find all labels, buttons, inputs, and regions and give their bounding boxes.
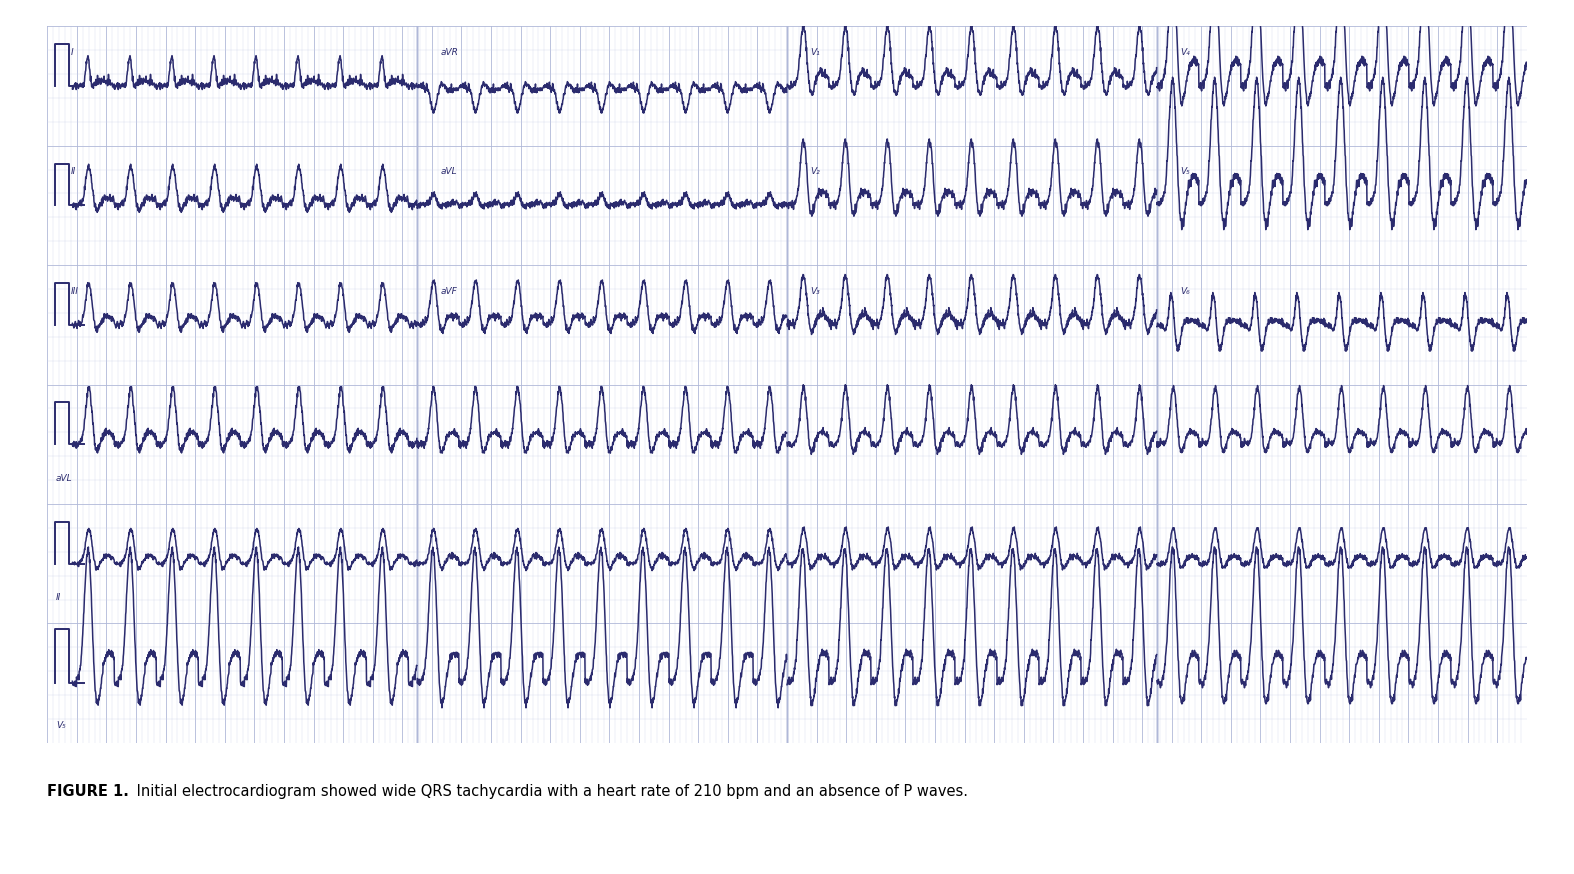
- Text: I: I: [71, 48, 74, 57]
- Text: V₅: V₅: [57, 721, 66, 730]
- Text: II: II: [57, 593, 61, 602]
- Text: V₃: V₃: [811, 287, 820, 296]
- Text: aVL: aVL: [441, 168, 458, 177]
- Text: FIGURE 1.: FIGURE 1.: [47, 784, 129, 799]
- Text: II: II: [71, 168, 76, 177]
- Text: V₄: V₄: [1180, 48, 1190, 57]
- Text: aVL: aVL: [57, 474, 72, 482]
- Text: aVR: aVR: [441, 48, 458, 57]
- Text: Initial electrocardiogram showed wide QRS tachycardia with a heart rate of 210 b: Initial electrocardiogram showed wide QR…: [132, 784, 968, 799]
- Text: aVF: aVF: [441, 287, 458, 296]
- Text: V₁: V₁: [811, 48, 820, 57]
- Text: III: III: [71, 287, 79, 296]
- Text: V₆: V₆: [1180, 287, 1190, 296]
- Text: V₅: V₅: [1180, 168, 1190, 177]
- Text: V₂: V₂: [811, 168, 820, 177]
